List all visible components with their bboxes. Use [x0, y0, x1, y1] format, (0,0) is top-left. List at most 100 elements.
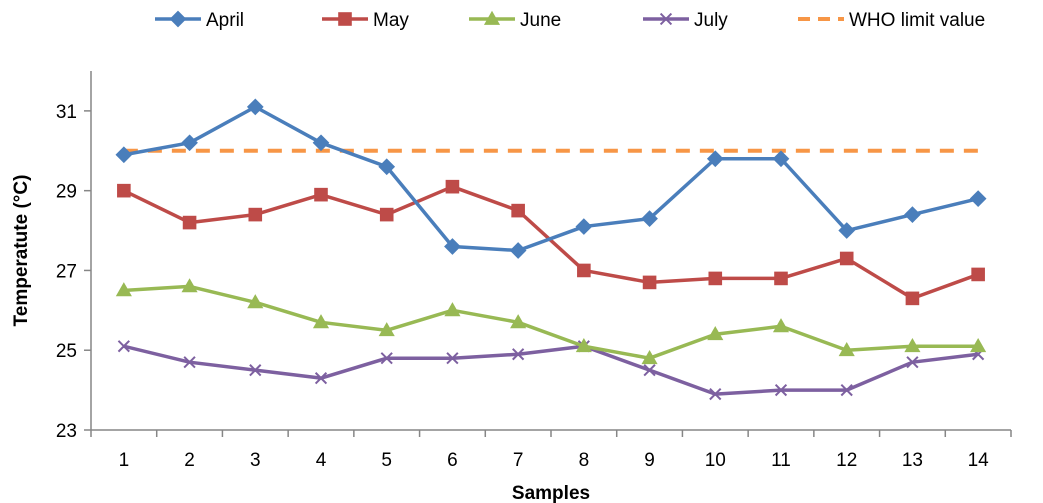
x-axis-ticks: 1 2 3 4 5 6 7 8 9 10 11 12 13 14: [90, 430, 1012, 471]
data-point-april: [181, 134, 198, 152]
x-tick-label: 6: [447, 450, 458, 471]
data-point-june: [115, 282, 132, 297]
x-tick-label: 3: [250, 450, 261, 471]
data-point-april: [312, 134, 330, 152]
legend-item-who-limit-value: WHO limit value: [798, 10, 985, 31]
data-point-april: [246, 98, 264, 116]
series-june: [115, 278, 987, 365]
data-point-july: [117, 340, 130, 353]
data-point-april: [838, 222, 856, 239]
legend-marker-july: [659, 12, 673, 26]
plot-area: [115, 98, 987, 401]
data-point-july: [643, 364, 656, 377]
data-point-april: [509, 242, 527, 259]
data-point-july: [906, 356, 919, 369]
series-april: [115, 98, 987, 259]
x-tick-label: 8: [579, 450, 590, 471]
legend-item-april: April: [155, 10, 244, 31]
data-point-may: [314, 187, 328, 202]
data-point-june: [904, 338, 921, 353]
legend-marker-june: [483, 10, 501, 25]
series-may: [117, 179, 985, 306]
data-point-june: [970, 338, 987, 353]
data-point-july: [446, 352, 459, 365]
data-point-july: [183, 356, 196, 369]
x-tick-label: 4: [316, 450, 327, 471]
data-point-july: [840, 384, 853, 397]
data-point-april: [772, 150, 790, 168]
series-line-june: [123, 284, 979, 360]
data-point-june: [838, 342, 855, 357]
series-july: [117, 340, 985, 401]
data-point-may: [248, 207, 263, 222]
legend-item-may: May: [322, 10, 409, 31]
data-point-july: [249, 364, 262, 377]
legend-label-july: July: [694, 10, 728, 31]
y-axis-title: Temperatute (°C): [11, 175, 32, 327]
data-point-july: [774, 384, 788, 397]
legend-label-who-limit-value: WHO limit value: [849, 10, 985, 31]
data-point-may: [117, 183, 131, 198]
x-axis-title: Samples: [512, 483, 590, 503]
data-point-may: [577, 263, 591, 278]
data-point-june: [247, 294, 264, 309]
legend-marker-may: [338, 12, 352, 26]
series-line-april: [123, 105, 979, 253]
legend-item-june: June: [469, 10, 561, 31]
y-axis-ticks: 23 25 27 29 31: [56, 102, 91, 442]
data-point-june: [444, 302, 461, 317]
y-tick-label: 31: [56, 102, 77, 123]
x-tick-label: 2: [184, 450, 195, 471]
data-point-june: [378, 322, 395, 337]
x-tick-label: 9: [644, 450, 655, 471]
data-point-may: [379, 207, 394, 222]
data-point-june: [641, 349, 658, 365]
data-point-july: [314, 372, 328, 385]
data-point-april: [706, 150, 724, 168]
legend-marker-april: [169, 10, 187, 28]
legend-item-july: July: [643, 10, 728, 31]
y-tick-label: 29: [56, 182, 77, 203]
data-point-may: [971, 267, 985, 282]
y-tick-label: 25: [56, 341, 77, 362]
x-tick-label: 12: [836, 450, 857, 471]
data-point-april: [575, 218, 593, 235]
series-line-may: [123, 184, 979, 301]
y-tick-label: 23: [56, 421, 77, 442]
data-point-may: [511, 203, 525, 218]
y-tick-label: 27: [56, 261, 77, 282]
x-tick-label: 1: [119, 450, 130, 471]
data-point-april: [115, 146, 133, 164]
x-tick-label: 13: [902, 450, 923, 471]
data-point-may: [182, 215, 197, 230]
x-tick-label: 11: [771, 450, 791, 471]
data-point-july: [380, 352, 393, 365]
data-point-april: [641, 210, 658, 227]
data-point-may: [905, 291, 920, 306]
data-point-june: [772, 318, 790, 333]
legend-label-april: April: [206, 10, 244, 31]
x-tick-label: 5: [381, 450, 392, 471]
legend-label-june: June: [520, 10, 561, 31]
legend-label-may: May: [373, 10, 409, 31]
series-line-july: [123, 344, 979, 396]
data-point-june: [181, 278, 198, 293]
legend: April May June July WHO limit value: [155, 10, 985, 31]
data-point-may: [708, 271, 723, 286]
data-point-april: [904, 206, 921, 223]
data-point-june: [510, 314, 527, 329]
x-tick-label: 14: [968, 450, 990, 471]
data-point-may: [445, 179, 460, 194]
data-point-june: [575, 338, 592, 353]
data-point-april: [969, 190, 987, 208]
data-point-june: [707, 326, 724, 341]
data-point-april: [378, 158, 396, 176]
data-point-may: [642, 275, 657, 290]
x-tick-label: 10: [705, 450, 726, 471]
data-point-may: [839, 251, 854, 266]
data-point-april: [444, 238, 461, 255]
x-tick-label: 7: [513, 450, 524, 471]
data-point-july: [709, 387, 722, 401]
